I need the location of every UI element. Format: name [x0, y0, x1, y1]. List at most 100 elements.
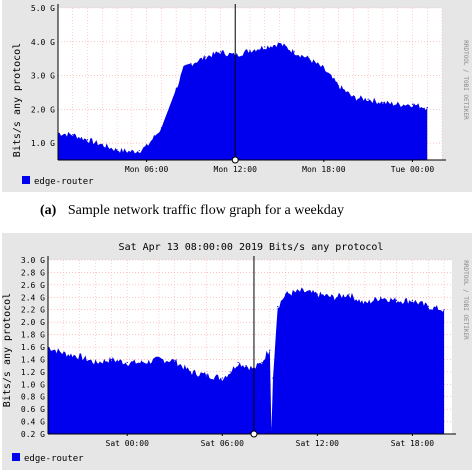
chart-b-legend-swatch — [12, 453, 20, 461]
chart-b-title: Sat Apr 13 08:00:00 2019 Bits/s any prot… — [119, 242, 384, 253]
chart-a-data-point — [382, 101, 384, 104]
chart-a-data-point — [175, 88, 177, 90]
chart-a-data-point — [308, 58, 310, 60]
chart-b-ytick-label: 1.8 G — [21, 331, 45, 340]
chart-b-data-point — [221, 377, 223, 379]
chart-a-xtick-label: Tue 00:00 — [391, 165, 435, 174]
chart-b-ytick-label: 2.8 G — [21, 268, 45, 277]
chart-b-ytick-label: 0.8 G — [21, 393, 45, 402]
chart-b-data-point — [245, 365, 247, 367]
chart-b-data-point — [189, 371, 192, 373]
chart-a-data-point — [411, 103, 414, 105]
chart-a-data-point — [182, 68, 185, 70]
chart-b-data-point — [285, 293, 287, 295]
chart-b-xtick-label: Sat 18:00 — [391, 439, 435, 448]
chart-a-data-point — [86, 139, 89, 141]
chart-b-data-point — [443, 309, 445, 311]
chart-a-data-point — [338, 85, 340, 87]
chart-b-data-point — [269, 349, 271, 351]
chart-a-data-point — [293, 51, 295, 53]
chart-b-data-point — [316, 293, 318, 295]
chart-a-axes: 1.0 G 2.0 G 3.0 G 4.0 G 5.0 G Mon 06:00 Mon 12… — [31, 4, 446, 174]
chart-b-data-point — [205, 374, 208, 376]
chart-a-data-point — [205, 56, 207, 58]
chart-a-cursor-marker — [231, 156, 239, 164]
chart-a-ytick-label: 2.0 G — [31, 105, 55, 114]
chart-b-data-point — [126, 361, 128, 364]
chart-b-ytick-label: 2.6 G — [21, 281, 45, 290]
chart-b-xtick-label: Sat 12:00 — [296, 439, 340, 448]
chart-a-xtick-label: Mon 18:00 — [302, 165, 346, 174]
chart-b-data-point — [380, 296, 382, 298]
chart-b-ytick-label: 1.4 G — [21, 355, 45, 364]
chart-a-data-point — [219, 51, 222, 53]
chart-b-ytick-label: 2.2 G — [21, 306, 45, 315]
chart-b-data-point — [270, 427, 272, 429]
caption-a-text: Sample network traffic flow graph for a … — [68, 203, 344, 218]
chart-b-data-point — [261, 361, 263, 364]
chart-b-ytick-label: 1.6 G — [21, 343, 45, 352]
chart-b-data-point — [142, 361, 144, 364]
chart-a-data-point — [352, 96, 354, 99]
chart-a-data-point — [138, 149, 140, 152]
chart-a-data-point — [101, 144, 103, 146]
chart-b-data-point — [395, 299, 398, 301]
chart-b-legend-label: edge-router — [24, 454, 84, 464]
chart-b-ytick-label: 2.4 G — [21, 293, 45, 302]
chart-a-data-point — [278, 42, 281, 45]
chart-b-ytick-label: 1.2 G — [21, 368, 45, 377]
caption-a: (a) Sample network traffic flow graph fo… — [40, 203, 344, 218]
chart-a-data-point — [264, 46, 266, 48]
chart-b: Sat Apr 13 08:00:00 2019 Bits/s any prot… — [2, 233, 472, 470]
chart-a-ytick-label: 5.0 G — [31, 4, 55, 13]
chart-a-ytick-label: 3.0 G — [31, 72, 55, 81]
chart-b-data-point — [364, 302, 366, 305]
chart-a-ytick-label: 4.0 G — [31, 38, 55, 47]
chart-a-legend-swatch — [22, 176, 30, 184]
chart-b-data-point — [94, 361, 97, 364]
chart-b-xtick-label: Sat 06:00 — [201, 439, 245, 448]
chart-a-data-point — [116, 149, 118, 151]
chart-a-data-point — [323, 68, 325, 70]
chart-b-data-point — [277, 306, 279, 308]
chart-b-data-point — [300, 290, 303, 292]
chart-b-ytick-label: 0.6 G — [21, 405, 45, 414]
chart-b-data-point — [427, 306, 429, 308]
chart-a-xtick-label: Mon 06:00 — [125, 165, 169, 174]
chart-b-cursor-marker — [250, 430, 258, 438]
chart-a-data-point — [131, 150, 133, 153]
chart-b-data-point — [79, 355, 81, 357]
chart-b-ytick-label: 0.2 G — [21, 430, 45, 439]
chart-a-data-point — [146, 145, 148, 148]
chart-a: 1.0 G 2.0 G 3.0 G 4.0 G 5.0 G Mon 06:00 Mon 12… — [2, 0, 472, 192]
chart-b-data-point — [158, 358, 160, 361]
chart-a-ylabel: Bits/s any protocol — [12, 43, 23, 157]
chart-b-data-point — [272, 377, 274, 379]
chart-b-ytick-label: 3.0 G — [21, 256, 45, 265]
chart-a-data-point — [190, 63, 192, 65]
chart-a-ytick-label: 1.0 G — [31, 139, 55, 148]
chart-a-data-point — [367, 98, 369, 100]
chart-b-data-point — [229, 371, 231, 373]
chart-b-axes: 0.2 G 0.4 G 0.6 G 0.8 G 1.0 G 1.2 G 1.4 G 1.6 G… — [21, 256, 456, 448]
chart-a-watermark: RRDTOOL / TOBI OETIKER — [462, 40, 469, 120]
chart-b-watermark: RRDTOOL / TOBI OETIKER — [462, 260, 469, 340]
chart-b-ytick-label: 0.4 G — [21, 418, 45, 427]
chart-b-area-series — [48, 287, 445, 434]
chart-a-data-point — [426, 107, 428, 109]
caption-a-label: (a) — [40, 203, 57, 218]
chart-b-data-point — [348, 293, 350, 295]
chart-b-data-point — [110, 358, 112, 361]
chart-a-data-point — [249, 49, 251, 51]
chart-b-ytick-label: 2.0 G — [21, 318, 45, 327]
chart-a-xtick-label: Mon 12:00 — [214, 165, 258, 174]
chart-b-ytick-label: 1.0 G — [21, 380, 45, 389]
chart-b-data-point — [411, 299, 413, 301]
chart-b-data-point — [237, 361, 239, 364]
chart-a-area-series — [58, 42, 428, 161]
chart-a-legend-label: edge-router — [34, 177, 94, 187]
chart-b-xtick-label: Sat 00:00 — [106, 439, 150, 448]
chart-b-data-point — [174, 360, 176, 362]
chart-a-area-group — [57, 42, 428, 161]
chart-b-data-point — [63, 352, 65, 354]
